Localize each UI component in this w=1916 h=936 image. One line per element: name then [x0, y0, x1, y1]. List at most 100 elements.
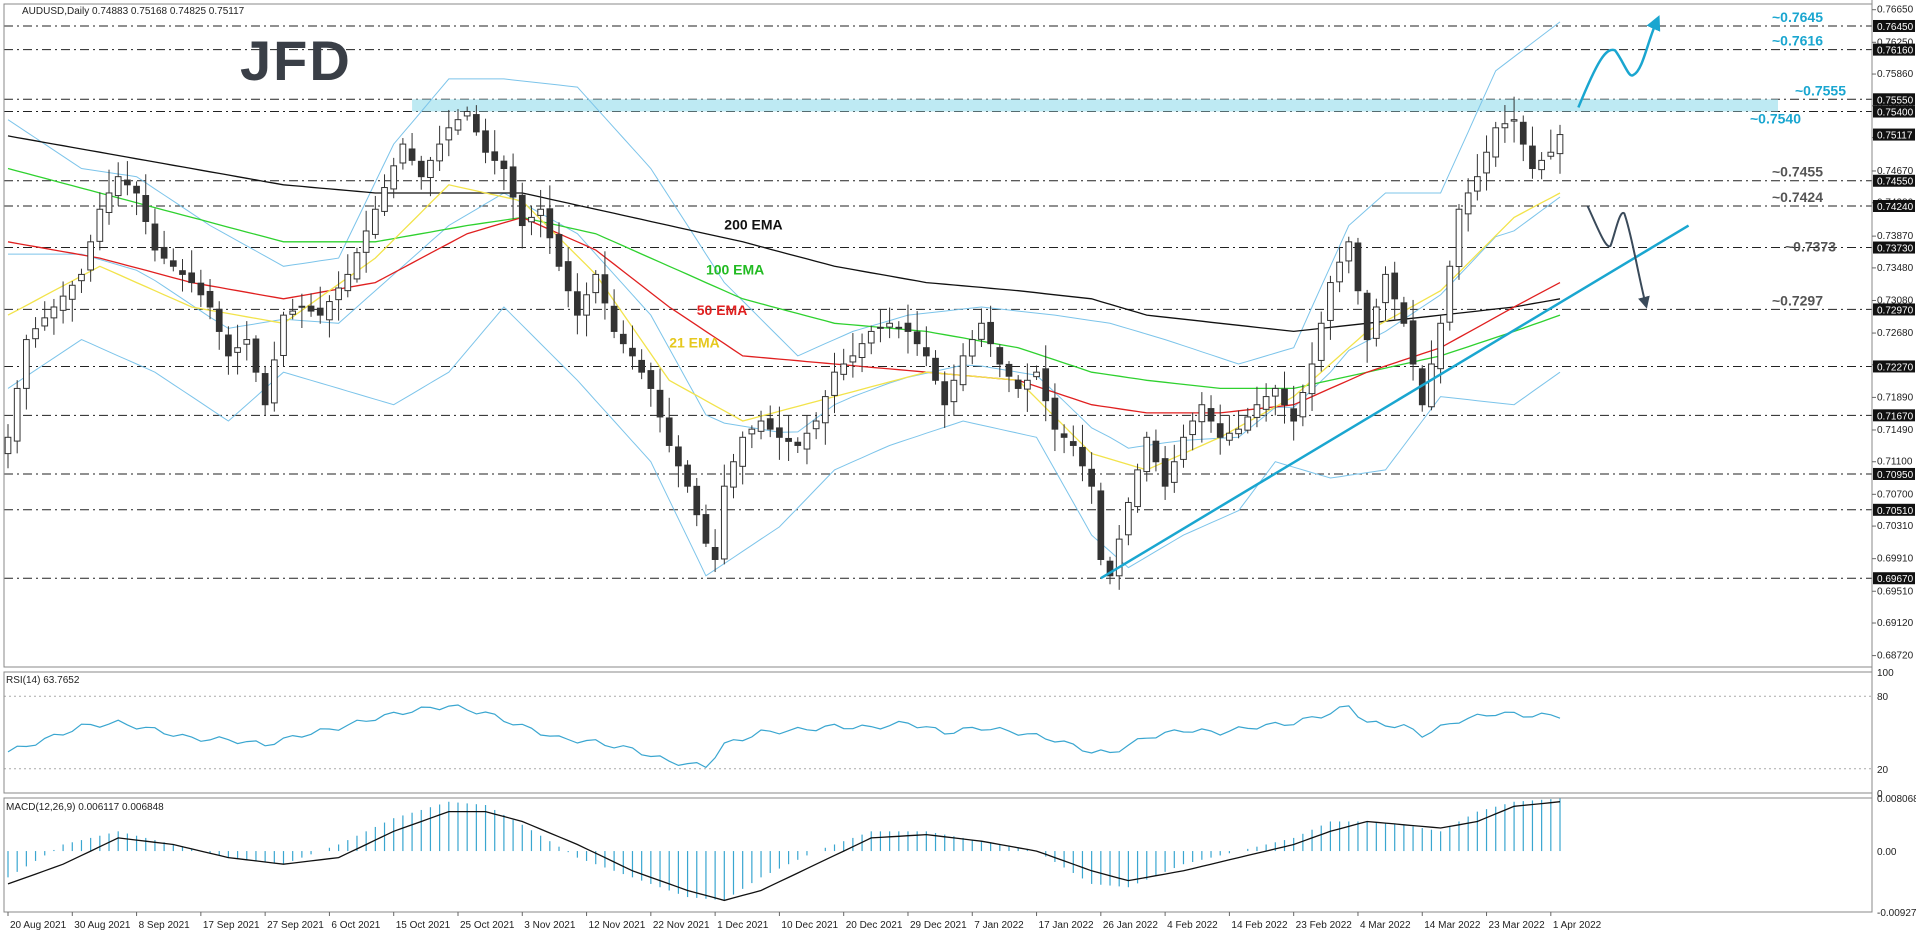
candle-bull: [87, 241, 94, 271]
price-tick-label: 0.69120: [1877, 618, 1914, 629]
candle-bull: [720, 485, 728, 560]
date-tick-label: 27 Sep 2021: [267, 920, 324, 931]
macd-header: MACD(12,26,9) 0.006117 0.006848: [6, 802, 164, 813]
candle-bull: [968, 339, 976, 357]
candle-bull: [1299, 392, 1307, 418]
candle-bull: [96, 208, 104, 242]
candle-bear: [151, 223, 159, 251]
price-tick-label: 0.72680: [1877, 328, 1914, 339]
candle-bull: [1033, 371, 1040, 378]
candle-bear: [546, 208, 554, 239]
candle-bull: [886, 322, 893, 328]
candle-bear: [169, 260, 177, 267]
candle-bear: [693, 485, 701, 516]
price-tick-label: 0.68720: [1877, 651, 1914, 662]
candle-bear: [1400, 302, 1408, 324]
candle-bull: [445, 127, 453, 141]
candle-bear: [932, 357, 939, 381]
candle-bear: [500, 160, 508, 170]
candle-bear: [261, 373, 269, 406]
date-tick-label: 12 Nov 2021: [589, 920, 646, 931]
candle-bear: [913, 331, 921, 345]
rsi-tick-label: 0: [1877, 789, 1883, 800]
projection-arrows: [1577, 15, 1661, 309]
candle-bull: [1501, 123, 1509, 129]
candle-bear: [711, 546, 719, 560]
candle-bear: [766, 418, 774, 430]
candle-bear: [124, 179, 131, 186]
candle-bear: [473, 114, 480, 133]
candle-bear: [482, 130, 489, 153]
candle-bull: [1336, 261, 1343, 283]
price-highlight-box: [1873, 174, 1915, 187]
macd-signal-line: [7, 801, 1561, 902]
candle-bear: [1216, 423, 1224, 438]
level-lines: [4, 25, 1872, 579]
candle-bull: [840, 363, 848, 375]
price-tick-label: 0.71100: [1877, 457, 1913, 468]
candle-bull: [1327, 282, 1334, 321]
candle-bull: [13, 387, 21, 442]
date-tick-label: 14 Feb 2022: [1231, 920, 1288, 931]
price-highlight-label: 0.69670: [1877, 574, 1914, 585]
price-highlight-label: 0.75550: [1877, 95, 1914, 106]
candle-bear: [179, 270, 186, 275]
candle-bull: [821, 396, 829, 424]
candle-bull: [68, 284, 76, 300]
candle-bear: [206, 290, 214, 308]
candle-bull: [32, 328, 39, 340]
price-highlight-label: 0.70950: [1877, 470, 1914, 481]
candle-bear: [1161, 458, 1169, 487]
level-label: ~0.7424: [1772, 189, 1823, 205]
rsi-tick-label: 20: [1877, 765, 1889, 776]
rsi-tick-label: 80: [1877, 692, 1889, 703]
level-label: ~0.7616: [1772, 33, 1823, 49]
candle-bull: [528, 216, 535, 223]
candle-bull: [381, 187, 388, 212]
candle-bull: [353, 252, 361, 280]
price-tick-label: 0.76650: [1877, 5, 1914, 16]
macd-tick-label: 0.008068: [1877, 794, 1916, 805]
date-tick-label: 25 Oct 2021: [460, 920, 515, 931]
price-highlight-box: [1873, 43, 1915, 56]
candle-bull: [1464, 192, 1472, 215]
candle-bull: [335, 287, 342, 301]
date-tick-label: 23 Feb 2022: [1296, 920, 1353, 931]
ema-label: 21 EMA: [669, 335, 720, 351]
candle-bear: [1519, 121, 1527, 145]
candle-bear: [904, 322, 912, 332]
candle-bull: [454, 119, 462, 131]
candle-bear: [1207, 408, 1215, 422]
date-tick-label: 14 Mar 2022: [1424, 920, 1481, 931]
date-tick-label: 4 Mar 2022: [1360, 920, 1411, 931]
macd-panel: 0.008068 0.00 -0.00927: [7, 794, 1916, 919]
candle-bull: [1382, 273, 1389, 304]
candle-bear: [996, 347, 1004, 365]
candle-bear: [1106, 560, 1114, 577]
price-highlight-box: [1873, 128, 1915, 141]
candle-bull: [1189, 420, 1197, 436]
candle-bull: [427, 159, 434, 179]
candle-bull: [344, 273, 352, 292]
ema-label: 100 EMA: [706, 261, 764, 277]
candle-bear: [509, 166, 517, 198]
candle-bull: [1345, 241, 1353, 262]
date-tick-label: 20 Aug 2021: [10, 920, 67, 931]
candle-bear: [987, 321, 994, 345]
candle-bull: [1437, 322, 1444, 370]
price-highlight-label: 0.75400: [1877, 108, 1914, 119]
price-tick-label: 0.71490: [1877, 425, 1914, 436]
price-highlight-box: [1873, 503, 1915, 516]
candle-bear: [1290, 408, 1298, 422]
candle-bull: [730, 461, 737, 488]
date-tick-label: 30 Aug 2021: [74, 920, 131, 931]
candle-bull: [78, 273, 85, 282]
candle-bull: [4, 436, 12, 455]
candle-bull: [1271, 387, 1279, 397]
candle-bull: [877, 326, 884, 329]
candle-bull: [463, 111, 471, 117]
candle-bull: [1556, 134, 1564, 155]
candle-bull: [280, 314, 287, 356]
